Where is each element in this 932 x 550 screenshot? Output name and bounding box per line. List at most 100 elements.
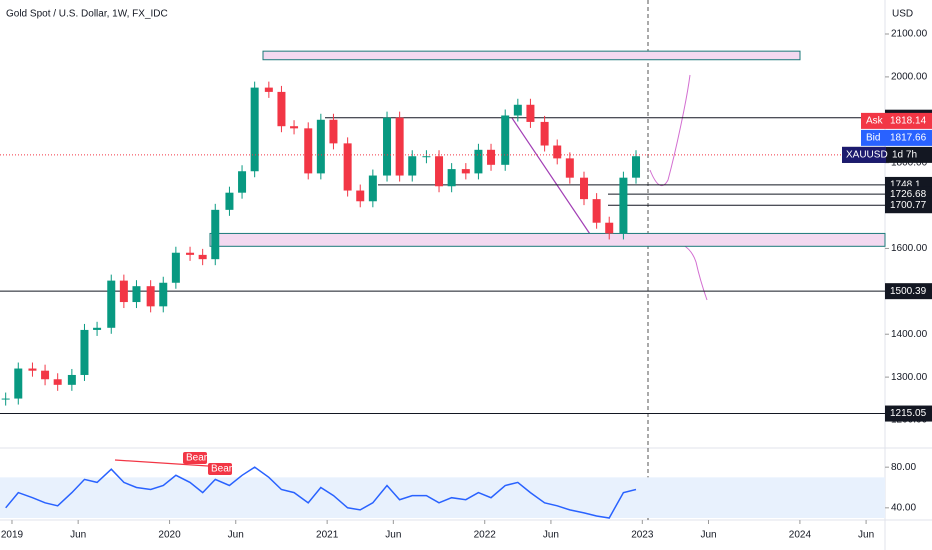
x-tick-label: Jun <box>543 530 559 541</box>
candle <box>580 177 589 200</box>
y-tick-label: 2100.00 <box>891 29 928 40</box>
level-label: 1700.77 <box>890 200 927 211</box>
candle <box>501 115 510 165</box>
candle <box>553 145 562 159</box>
ask-value: 1818.14 <box>890 116 927 127</box>
candle <box>67 374 76 385</box>
level-label: 1748.1 <box>890 180 921 191</box>
rsi-tick-label: 40.00 <box>891 502 916 513</box>
candle <box>53 379 62 385</box>
candle <box>159 282 168 307</box>
rsi-tick-label: 80.00 <box>891 462 916 473</box>
candle <box>171 252 180 283</box>
y-tick-label: 2000.00 <box>891 72 928 83</box>
rsi-band <box>0 477 885 518</box>
candle <box>383 117 392 176</box>
x-tick-label: 2022 <box>474 530 497 541</box>
bear-box <box>183 452 207 464</box>
bid-box <box>861 129 932 146</box>
candle <box>408 156 417 176</box>
candle <box>80 329 89 375</box>
candle <box>304 128 313 174</box>
x-tick-label: Jun <box>700 530 716 541</box>
candle <box>447 169 456 187</box>
projection-down <box>682 244 708 301</box>
candle <box>356 190 365 202</box>
candle <box>526 104 535 122</box>
candle <box>343 143 352 191</box>
candle <box>422 156 431 158</box>
candle <box>146 286 155 307</box>
level-label: 1215.05 <box>890 408 927 419</box>
rsi-line <box>5 466 637 519</box>
x-tick-label: 2023 <box>631 530 654 541</box>
bear-box <box>208 463 232 475</box>
level-label: 1726.68 <box>890 189 927 200</box>
y-tick-label: 1400.00 <box>891 329 928 340</box>
countdown: 1d 7h <box>892 150 917 161</box>
chart-title: Gold Spot / U.S. Dollar, 1W, FX_IDC <box>6 9 168 20</box>
level-box <box>885 405 932 422</box>
candle <box>540 121 549 146</box>
candle <box>28 368 37 371</box>
candle <box>435 156 444 187</box>
y-tick-label: 1600.00 <box>891 243 928 254</box>
x-tick-label: Jun <box>228 530 244 541</box>
candle <box>316 119 325 174</box>
zone <box>262 50 801 61</box>
zone <box>209 232 886 247</box>
bid-name: Bid <box>866 133 880 144</box>
candle <box>277 91 286 127</box>
symbol-box-inner <box>842 146 886 163</box>
x-tick-label: Jun <box>385 530 401 541</box>
symbol-name: XAUUSD <box>846 150 888 161</box>
candle <box>487 149 496 165</box>
divergence-line <box>114 459 209 467</box>
candle <box>565 158 574 178</box>
currency-label: USD <box>892 9 913 20</box>
candle <box>107 280 116 328</box>
level-box <box>885 283 932 300</box>
bid-value: 1817.66 <box>890 133 927 144</box>
bear-label: Bear <box>211 464 233 475</box>
candle <box>605 222 614 234</box>
candle <box>225 192 234 210</box>
candle <box>14 368 23 399</box>
candle <box>93 327 102 330</box>
level-box <box>885 197 932 214</box>
candle <box>329 119 338 144</box>
ask-name: Ask <box>866 116 884 127</box>
x-tick-label: Jun <box>858 530 874 541</box>
y-tick-label: 1300.00 <box>891 372 928 383</box>
candle <box>186 252 195 255</box>
x-tick-label: 2024 <box>789 530 812 541</box>
trend-line <box>511 117 599 247</box>
x-tick-label: Jun <box>70 530 86 541</box>
candle <box>250 87 259 172</box>
x-tick-label: 2020 <box>158 530 181 541</box>
bear-label: Bear <box>186 453 208 464</box>
candle <box>592 199 601 223</box>
candle <box>1 398 10 400</box>
candle <box>198 254 207 260</box>
candle <box>119 280 128 303</box>
candle <box>238 171 247 193</box>
x-tick-label: 2019 <box>1 530 24 541</box>
level-label: 1500.39 <box>890 286 927 297</box>
candle <box>461 169 470 174</box>
candle <box>211 209 220 260</box>
candle <box>513 104 522 116</box>
x-tick-label: 2021 <box>316 530 339 541</box>
candle <box>395 117 404 176</box>
candle <box>632 156 641 178</box>
candle <box>368 175 377 202</box>
candle <box>474 149 483 174</box>
ask-box <box>861 112 932 129</box>
candle <box>290 126 299 129</box>
candle <box>619 177 628 234</box>
candle <box>41 370 50 380</box>
candle <box>132 286 141 303</box>
candle <box>264 87 273 92</box>
